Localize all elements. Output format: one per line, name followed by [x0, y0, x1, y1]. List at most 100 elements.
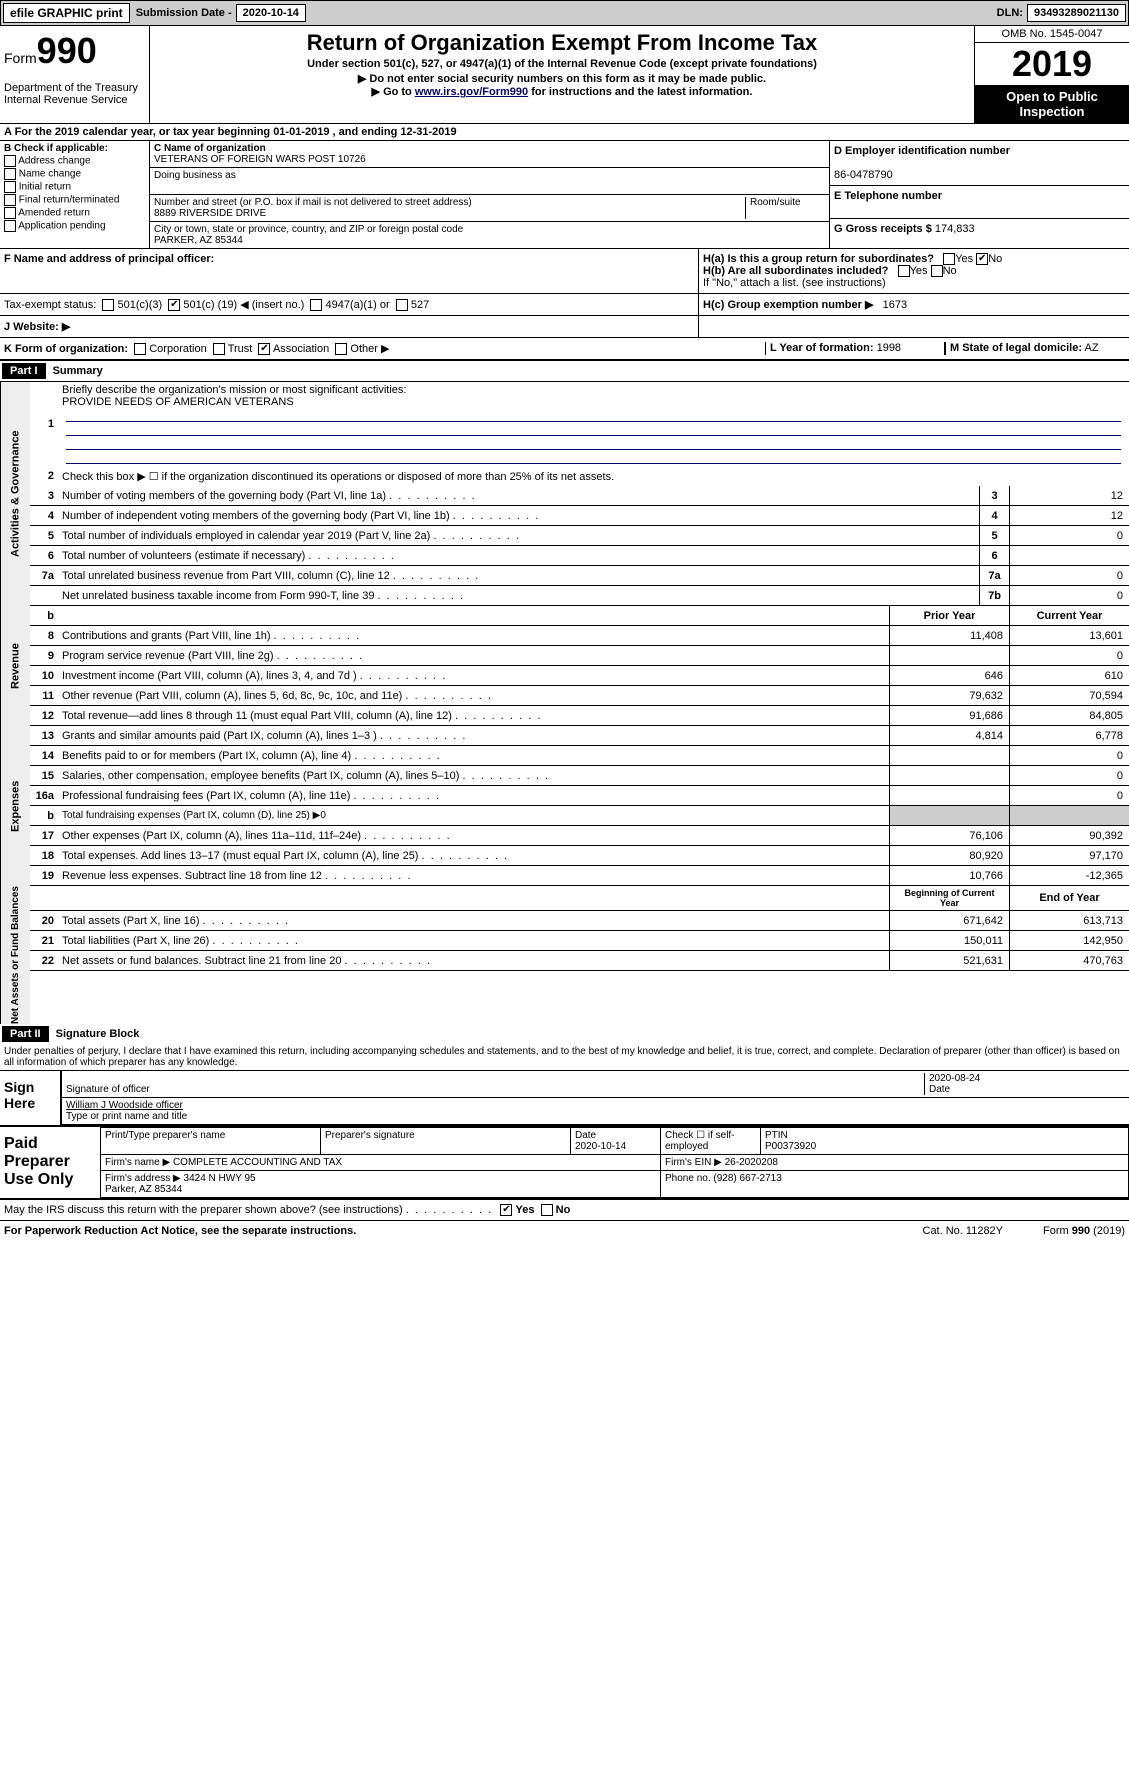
- prep-date: 2020-10-14: [575, 1141, 626, 1152]
- cb-application[interactable]: [4, 220, 16, 232]
- cb-assoc[interactable]: [258, 343, 270, 355]
- website-row: J Website: ▶: [0, 316, 1129, 338]
- cb-address-change[interactable]: [4, 155, 16, 167]
- subtitle-3: ▶ Go to www.irs.gov/Form990 for instruct…: [154, 85, 970, 98]
- year-formation: 1998: [877, 342, 901, 354]
- line-12: 12Total revenue—add lines 8 through 11 (…: [30, 706, 1129, 726]
- omb-number: OMB No. 1545-0047: [975, 26, 1129, 43]
- tab-net: Net Assets or Fund Balances: [0, 886, 30, 1024]
- firm-phone: (928) 667-2713: [713, 1173, 781, 1184]
- cb-name-change[interactable]: [4, 168, 16, 180]
- line-11: 11Other revenue (Part VIII, column (A), …: [30, 686, 1129, 706]
- ptin: P00373920: [765, 1141, 816, 1152]
- line-13: 13Grants and similar amounts paid (Part …: [30, 726, 1129, 746]
- k-row: K Form of organization: Corporation Trus…: [0, 338, 1129, 361]
- net-assets-section: Net Assets or Fund Balances Beginning of…: [0, 886, 1129, 1024]
- org-name: VETERANS OF FOREIGN WARS POST 10726: [154, 154, 366, 165]
- discuss-no[interactable]: [541, 1204, 553, 1216]
- line-8: 8Contributions and grants (Part VIII, li…: [30, 626, 1129, 646]
- discuss-yes[interactable]: [500, 1204, 512, 1216]
- line-16a: 16aProfessional fundraising fees (Part I…: [30, 786, 1129, 806]
- line-7b: Net unrelated business taxable income fr…: [30, 586, 1129, 606]
- org-address: 8889 RIVERSIDE DRIVE: [154, 208, 266, 219]
- expenses-section: Expenses 13Grants and similar amounts pa…: [0, 726, 1129, 886]
- line-18: 18Total expenses. Add lines 13–17 (must …: [30, 846, 1129, 866]
- penalty-text: Under penalties of perjury, I declare th…: [0, 1044, 1129, 1071]
- irs-link[interactable]: www.irs.gov/Form990: [415, 86, 528, 98]
- subtitle-1: Under section 501(c), 527, or 4947(a)(1)…: [154, 58, 970, 70]
- top-bar: efile GRAPHIC print Submission Date - 20…: [0, 0, 1129, 26]
- line-5: 5Total number of individuals employed in…: [30, 526, 1129, 546]
- line-20: 20Total assets (Part X, line 16)671,6426…: [30, 911, 1129, 931]
- submission-label: Submission Date -: [136, 7, 232, 19]
- section-fh: F Name and address of principal officer:…: [0, 249, 1129, 294]
- cb-527[interactable]: [396, 299, 408, 311]
- form-label: Form: [4, 50, 37, 66]
- column-b: B Check if applicable: Address change Na…: [0, 141, 150, 248]
- row-a-tax-year: A For the 2019 calendar year, or tax yea…: [0, 124, 1129, 141]
- line-15: 15Salaries, other compensation, employee…: [30, 766, 1129, 786]
- subtitle-2: ▶ Do not enter social security numbers o…: [154, 72, 970, 85]
- efile-button[interactable]: efile GRAPHIC print: [3, 3, 130, 23]
- cb-initial-return[interactable]: [4, 181, 16, 193]
- line-16b: b Total fundraising expenses (Part IX, c…: [30, 806, 1129, 826]
- form-number: 990: [37, 30, 97, 71]
- cb-trust[interactable]: [213, 343, 225, 355]
- revenue-section: Revenue b Prior Year Current Year 8Contr…: [0, 606, 1129, 726]
- line-7a: 7aTotal unrelated business revenue from …: [30, 566, 1129, 586]
- submission-date: 2020-10-14: [236, 4, 306, 22]
- net-header: Beginning of Current Year End of Year: [30, 886, 1129, 911]
- firm-name: COMPLETE ACCOUNTING AND TAX: [173, 1157, 342, 1168]
- tab-expenses: Expenses: [0, 726, 30, 886]
- tab-revenue: Revenue: [0, 606, 30, 726]
- line-17: 17Other expenses (Part IX, column (A), l…: [30, 826, 1129, 846]
- open-inspection: Open to Public Inspection: [975, 85, 1129, 123]
- line-21: 21Total liabilities (Part X, line 26)150…: [30, 931, 1129, 951]
- part2-header: Part II Signature Block: [0, 1024, 1129, 1044]
- tab-activities: Activities & Governance: [0, 382, 30, 606]
- signature-block: Sign Here Signature of officer 2020-08-2…: [0, 1071, 1129, 1127]
- line-10: 10Investment income (Part VIII, column (…: [30, 666, 1129, 686]
- org-city: PARKER, AZ 85344: [154, 235, 243, 246]
- line-19: 19Revenue less expenses. Subtract line 1…: [30, 866, 1129, 886]
- ein: 86-0478790: [834, 169, 893, 181]
- cb-other[interactable]: [335, 343, 347, 355]
- dln-label: DLN:: [997, 7, 1023, 19]
- activities-section: Activities & Governance 1 Briefly descri…: [0, 382, 1129, 606]
- rev-header: b Prior Year Current Year: [30, 606, 1129, 626]
- discuss-row: May the IRS discuss this return with the…: [0, 1200, 1129, 1221]
- section-bcd: B Check if applicable: Address change Na…: [0, 141, 1129, 249]
- gross-receipts: 174,833: [935, 223, 975, 235]
- hb-yes[interactable]: [898, 265, 910, 277]
- dln-value: 93493289021130: [1027, 4, 1126, 22]
- sig-date: 2020-08-24: [929, 1073, 980, 1084]
- footer: For Paperwork Reduction Act Notice, see …: [0, 1221, 1129, 1241]
- line-3: 3Number of voting members of the governi…: [30, 486, 1129, 506]
- ha-yes[interactable]: [943, 253, 955, 265]
- line-22: 22Net assets or fund balances. Subtract …: [30, 951, 1129, 971]
- hb-no[interactable]: [931, 265, 943, 277]
- cb-4947[interactable]: [310, 299, 322, 311]
- department: Department of the Treasury Internal Reve…: [4, 82, 145, 106]
- cb-501c[interactable]: [168, 299, 180, 311]
- cb-final-return[interactable]: [4, 194, 16, 206]
- column-d: D Employer identification number 86-0478…: [829, 141, 1129, 248]
- paid-preparer: Paid Preparer Use Only Print/Type prepar…: [0, 1127, 1129, 1200]
- form-header: Form990 Department of the Treasury Inter…: [0, 26, 1129, 124]
- line-4: 4Number of independent voting members of…: [30, 506, 1129, 526]
- line-14: 14Benefits paid to or for members (Part …: [30, 746, 1129, 766]
- cb-amended[interactable]: [4, 207, 16, 219]
- tax-exempt-row: Tax-exempt status: 501(c)(3) 501(c) (19)…: [0, 294, 1129, 316]
- group-exemption: 1673: [883, 299, 907, 311]
- line-9: 9Program service revenue (Part VIII, lin…: [30, 646, 1129, 666]
- cb-501c3[interactable]: [102, 299, 114, 311]
- ha-no[interactable]: [976, 253, 988, 265]
- mission: PROVIDE NEEDS OF AMERICAN VETERANS: [62, 396, 294, 408]
- part1-header: Part I Summary: [0, 361, 1129, 382]
- cb-corp[interactable]: [134, 343, 146, 355]
- line-6: 6Total number of volunteers (estimate if…: [30, 546, 1129, 566]
- state-domicile: AZ: [1084, 342, 1098, 354]
- firm-ein: 26-2020208: [725, 1157, 778, 1168]
- tax-year: 2019: [975, 43, 1129, 85]
- form-title: Return of Organization Exempt From Incom…: [154, 30, 970, 56]
